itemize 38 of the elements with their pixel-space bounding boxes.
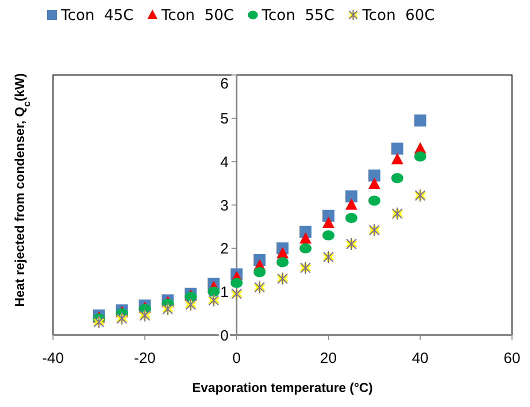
y-tick-label: 2 <box>220 240 229 258</box>
legend-label: Tcon 60C <box>361 6 435 24</box>
point <box>345 198 358 210</box>
y-tick-label: 4 <box>220 154 229 171</box>
point <box>208 286 220 297</box>
legend-label: Tcon 55C <box>260 6 334 24</box>
x-tick-label: -20 <box>134 350 156 367</box>
point <box>184 292 197 302</box>
y-tick-label: 6 <box>220 75 229 92</box>
point <box>322 230 334 240</box>
point <box>414 114 426 126</box>
point <box>345 190 358 202</box>
x-tick-label: 0 <box>232 350 241 367</box>
point <box>368 178 380 189</box>
point <box>368 196 380 206</box>
point <box>299 243 312 254</box>
y-tick-label: 3 <box>220 197 229 214</box>
point <box>345 212 358 224</box>
y-tick-label: 0 <box>220 327 229 344</box>
x-tick-label: 60 <box>504 350 520 367</box>
point <box>322 216 334 228</box>
legend-label: Tcon 50C <box>160 6 234 24</box>
point <box>391 152 404 164</box>
point <box>254 267 266 278</box>
point <box>276 257 288 268</box>
point <box>230 278 243 288</box>
point <box>391 173 404 184</box>
y-tick-label: 1 <box>220 284 229 301</box>
y-tick-label: 5 <box>220 110 229 128</box>
point <box>391 142 404 155</box>
point <box>368 170 380 182</box>
x-tick-label: -40 <box>42 350 64 367</box>
point <box>299 232 312 244</box>
x-axis-title: Evaporation temperature (°C) <box>192 380 373 395</box>
x-tick-label: 40 <box>412 350 429 367</box>
x-tick-label: 20 <box>320 350 337 367</box>
legend-label: Tcon 45C <box>60 6 134 24</box>
point <box>414 151 426 162</box>
